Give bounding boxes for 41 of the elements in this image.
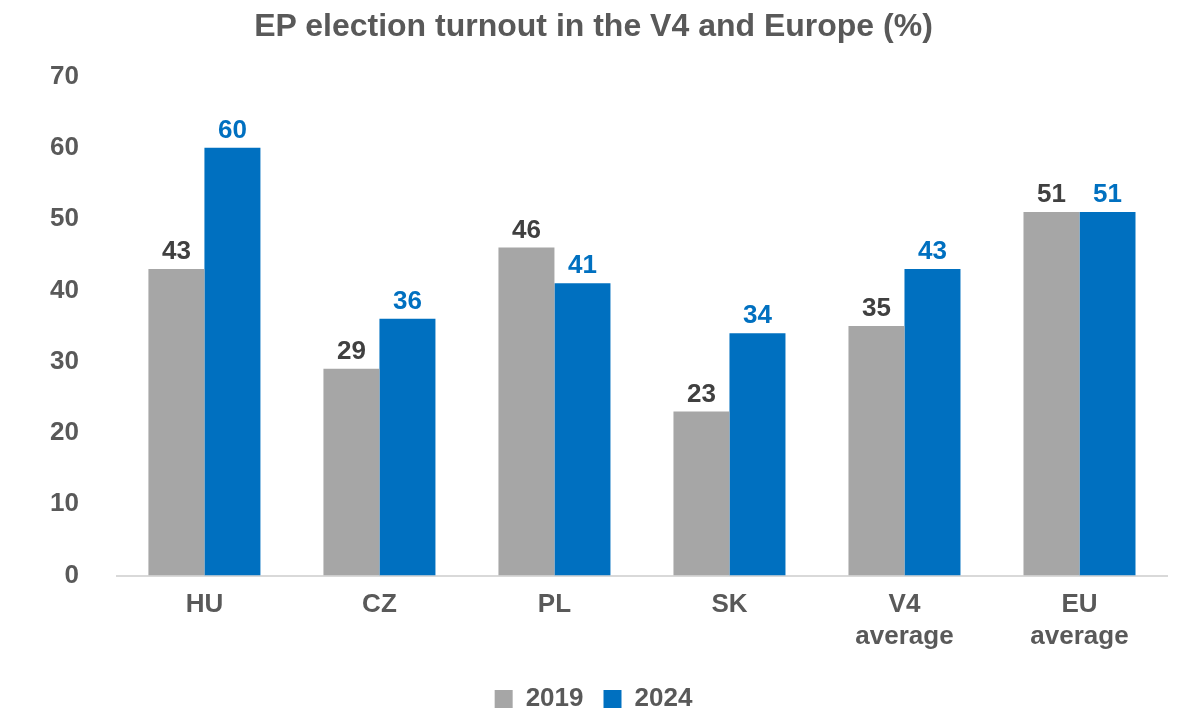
chart-title: EP election turnout in the V4 and Europe (%) [254,7,933,44]
y-tick-label: 10 [50,487,79,518]
y-tick-label: 60 [50,130,79,161]
y-tick-label: 50 [50,202,79,233]
data-label: 29 [336,334,366,365]
y-tick-label: 0 [64,558,79,589]
data-label: 43 [161,235,191,266]
x-tick-label: SK [711,588,748,619]
legend-label: 2019 [525,682,584,713]
data-label: 51 [1093,178,1122,209]
data-label: 43 [918,235,947,266]
bar [323,368,380,576]
y-tick-label: 70 [50,59,79,90]
data-label: 35 [862,292,891,323]
data-label: 41 [567,249,597,280]
bar [904,268,961,576]
bar [498,247,555,576]
bar [729,333,786,576]
y-tick-label: 20 [50,416,79,447]
legend-label: 2024 [634,682,693,713]
bar [673,411,730,576]
data-label: 51 [1037,178,1066,209]
bar [1079,211,1136,576]
data-label: 36 [392,285,422,316]
bar [554,283,611,576]
x-tick-label: V4 average [855,588,954,650]
x-tick-label: HU [185,588,224,619]
x-tick-label: CZ [362,588,397,619]
y-tick-label: 40 [50,273,79,304]
x-tick-label: PL [537,588,572,619]
bar [848,326,905,576]
data-label: 23 [687,377,716,408]
bar [204,147,261,576]
data-label: 46 [511,213,541,244]
x-tick-label: EU average [1030,588,1129,650]
data-label: 60 [217,113,247,144]
bar [1023,211,1080,576]
bar [148,268,205,576]
data-label: 34 [743,299,773,330]
y-tick-label: 30 [50,344,79,375]
bar [379,318,436,576]
